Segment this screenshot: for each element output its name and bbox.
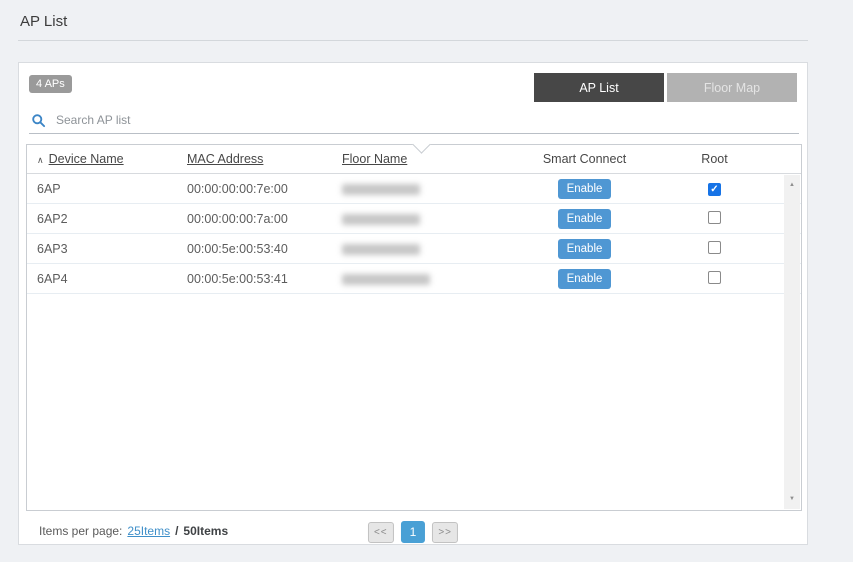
column-header-device-name[interactable]: ∧ Device Name bbox=[37, 152, 124, 166]
table-row: 6AP4 00:00:5e:00:53:41 Enable bbox=[27, 264, 801, 294]
cell-mac-address: 00:00:5e:00:53:41 bbox=[187, 271, 288, 286]
redacted-floor-name bbox=[342, 183, 420, 195]
cell-device-name: 6AP bbox=[37, 181, 61, 196]
table-row: 6AP 00:00:00:00:7e:00 Enable ✓ bbox=[27, 174, 801, 204]
redacted-floor-name bbox=[342, 213, 420, 225]
cell-smart-connect: Enable bbox=[502, 268, 667, 289]
column-header-root: Root bbox=[701, 152, 728, 166]
tab-floor-map[interactable]: Floor Map bbox=[667, 73, 797, 102]
table-row: 6AP2 00:00:00:00:7a:00 Enable bbox=[27, 204, 801, 234]
page-size-50-label[interactable]: 50Items bbox=[183, 524, 229, 538]
cell-floor-name bbox=[342, 242, 502, 256]
scroll-down-icon[interactable]: ▼ bbox=[789, 496, 795, 502]
cell-mac-address: 00:00:5e:00:53:40 bbox=[187, 241, 288, 256]
redacted-floor-name bbox=[342, 243, 420, 255]
page-title: AP List bbox=[20, 13, 68, 30]
cell-root bbox=[667, 270, 762, 287]
table-header-row: ∧ Device Name MAC Address Floor Name Smar… bbox=[27, 145, 801, 174]
cell-smart-connect: Enable bbox=[502, 238, 667, 259]
column-header-smart-connect: Smart Connect bbox=[542, 152, 627, 166]
table-body: 6AP 00:00:00:00:7e:00 Enable ✓ 6AP2 00:0… bbox=[27, 174, 801, 294]
page-size-25-link[interactable]: 25Items bbox=[127, 524, 171, 538]
enable-button[interactable]: Enable bbox=[557, 238, 612, 259]
next-page-button[interactable]: >> bbox=[432, 521, 459, 543]
sort-asc-icon: ∧ bbox=[37, 155, 44, 165]
items-per-page-label: Items per page: bbox=[39, 524, 123, 538]
table-row: 6AP3 00:00:5e:00:53:40 Enable bbox=[27, 234, 801, 264]
cell-smart-connect: Enable bbox=[502, 178, 667, 199]
view-tabs: AP List Floor Map bbox=[534, 73, 797, 102]
page-size-separator: / bbox=[175, 524, 179, 538]
current-page-button[interactable]: 1 bbox=[400, 521, 426, 543]
redacted-floor-name bbox=[342, 273, 430, 285]
title-divider bbox=[18, 40, 808, 41]
prev-page-button[interactable]: << bbox=[367, 521, 394, 543]
search-input[interactable] bbox=[54, 112, 799, 128]
search-bar bbox=[29, 107, 799, 134]
search-icon bbox=[32, 113, 46, 127]
cell-root bbox=[667, 240, 762, 257]
enable-button[interactable]: Enable bbox=[557, 178, 612, 199]
cell-floor-name bbox=[342, 212, 502, 226]
scroll-up-icon[interactable]: ▲ bbox=[789, 182, 795, 188]
cell-mac-address: 00:00:00:00:7a:00 bbox=[187, 211, 288, 226]
table-scrollbar[interactable]: ▲ ▼ bbox=[784, 175, 800, 509]
ap-table: ∧ Device Name MAC Address Floor Name Smar… bbox=[26, 135, 802, 511]
pagination: << 1 >> bbox=[367, 521, 459, 543]
ap-list-panel: 4 APs AP List Floor Map ∧Device Name MAC… bbox=[18, 62, 808, 545]
enable-button[interactable]: Enable bbox=[557, 268, 612, 289]
root-checkbox[interactable] bbox=[708, 210, 721, 224]
cell-smart-connect: Enable bbox=[502, 208, 667, 229]
ap-count-badge: 4 APs bbox=[29, 75, 72, 93]
tab-ap-list[interactable]: AP List bbox=[534, 73, 664, 102]
enable-button[interactable]: Enable bbox=[557, 208, 612, 229]
cell-device-name: 6AP2 bbox=[37, 211, 68, 226]
root-checkbox[interactable] bbox=[708, 240, 721, 254]
root-checkbox[interactable] bbox=[708, 270, 721, 284]
root-checkbox[interactable]: ✓ bbox=[708, 183, 721, 196]
column-header-mac-address[interactable]: MAC Address bbox=[187, 152, 264, 166]
cell-device-name: 6AP4 bbox=[37, 271, 68, 286]
column-header-floor-name[interactable]: Floor Name bbox=[342, 152, 408, 166]
items-per-page: Items per page: 25Items / 50Items bbox=[39, 524, 228, 538]
cell-root bbox=[667, 210, 762, 227]
cell-root: ✓ bbox=[667, 181, 762, 196]
cell-mac-address: 00:00:00:00:7e:00 bbox=[187, 181, 288, 196]
cell-floor-name bbox=[342, 272, 502, 286]
cell-floor-name bbox=[342, 182, 502, 196]
cell-device-name: 6AP3 bbox=[37, 241, 68, 256]
